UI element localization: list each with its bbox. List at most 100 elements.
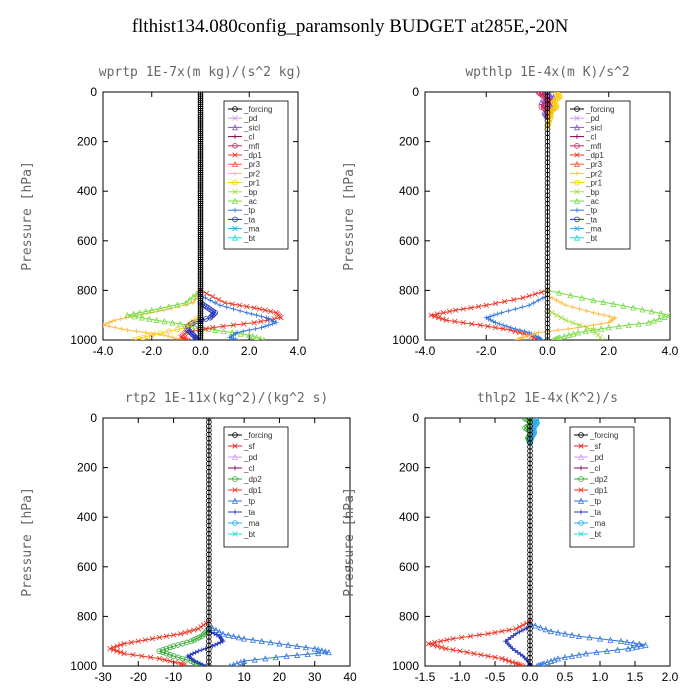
data-point — [197, 200, 204, 207]
data-point — [197, 271, 204, 277]
data-point — [527, 423, 533, 430]
data-point — [206, 601, 212, 607]
data-point — [438, 638, 444, 644]
legend-entry-bt: _bt — [228, 530, 256, 539]
data-point — [197, 233, 204, 240]
legend-label: _bt — [585, 234, 598, 243]
data-point — [510, 633, 516, 639]
data-point — [112, 317, 118, 323]
legend-marker — [232, 106, 238, 112]
data-point — [190, 293, 197, 300]
data-point — [177, 320, 184, 327]
data-point — [147, 654, 154, 661]
x-tick-label: -1.0 — [450, 670, 471, 684]
data-point — [197, 114, 204, 120]
data-point — [206, 418, 212, 421]
data-point — [197, 171, 204, 178]
data-point — [514, 337, 520, 340]
data-point — [544, 130, 551, 137]
data-point — [443, 645, 449, 652]
data-point — [544, 147, 551, 153]
data-point — [197, 155, 204, 161]
data-point — [206, 431, 212, 438]
data-point — [206, 642, 212, 649]
series-line — [157, 628, 210, 666]
x-tick-label: -4.0 — [93, 344, 114, 358]
legend-entry-dp1: _dp1 — [228, 151, 262, 160]
data-point — [544, 93, 551, 99]
data-point — [197, 264, 204, 271]
data-point — [515, 649, 521, 655]
data-point — [220, 323, 226, 330]
data-point — [197, 242, 204, 248]
legend-marker — [574, 106, 580, 112]
legend-label: _pd — [243, 114, 257, 123]
data-point — [544, 209, 551, 215]
data-point — [167, 658, 173, 664]
data-point — [135, 638, 141, 644]
data-point — [554, 297, 560, 303]
y-tick-label: 1000 — [392, 659, 419, 673]
data-point — [661, 313, 668, 320]
data-point — [527, 572, 533, 578]
data-point — [202, 629, 209, 636]
data-point — [206, 535, 212, 541]
data-point — [527, 559, 533, 566]
data-point — [249, 332, 256, 340]
data-point — [172, 659, 179, 665]
data-point — [197, 130, 204, 137]
data-point — [206, 547, 212, 554]
legend-label: _tp — [585, 206, 598, 215]
data-point — [508, 325, 514, 330]
data-point — [276, 640, 283, 647]
data-point — [575, 651, 583, 658]
data-point — [191, 323, 199, 330]
legend: _forcing _sf _pd _cl _dp2 _dp1 _tp _ta _ma _bt — [223, 426, 289, 548]
data-point — [235, 634, 242, 641]
data-point — [438, 644, 445, 651]
legend-entry-mfl: _mfl — [228, 142, 259, 151]
data-point — [527, 526, 533, 533]
data-point — [199, 633, 205, 640]
data-point — [197, 260, 204, 267]
data-point — [206, 427, 212, 434]
data-point — [549, 295, 555, 301]
data-point — [197, 157, 204, 164]
data-point — [220, 328, 227, 335]
data-point — [527, 568, 533, 574]
data-point — [555, 334, 561, 340]
data-point — [544, 192, 551, 199]
legend-marker — [232, 476, 238, 482]
data-point — [206, 638, 212, 644]
data-point — [544, 92, 551, 95]
data-point — [506, 627, 512, 633]
data-point — [532, 291, 538, 297]
data-point — [206, 630, 212, 636]
legend-entry-pd: _pd — [570, 114, 599, 123]
data-point — [212, 300, 218, 306]
y-tick-label: 800 — [77, 283, 97, 297]
data-point — [237, 658, 244, 666]
data-point — [527, 588, 533, 595]
legend-marker — [232, 520, 238, 526]
data-point — [527, 448, 533, 454]
data-point — [561, 654, 569, 661]
x-tick-label: 0.5 — [557, 670, 574, 684]
data-point — [666, 311, 670, 318]
legend-marker — [577, 497, 585, 504]
data-point — [432, 313, 438, 320]
data-point — [477, 322, 483, 328]
data-point — [278, 314, 284, 321]
data-point — [128, 639, 134, 646]
data-point — [258, 318, 264, 325]
data-point — [197, 219, 204, 226]
data-point — [490, 319, 496, 324]
legend-marker — [573, 160, 581, 167]
data-point — [639, 306, 646, 313]
data-point — [471, 650, 477, 657]
data-point — [561, 630, 569, 637]
data-point — [502, 657, 509, 663]
data-point — [197, 221, 204, 228]
legend-marker — [232, 225, 238, 232]
y-tick-label: 400 — [399, 510, 419, 524]
